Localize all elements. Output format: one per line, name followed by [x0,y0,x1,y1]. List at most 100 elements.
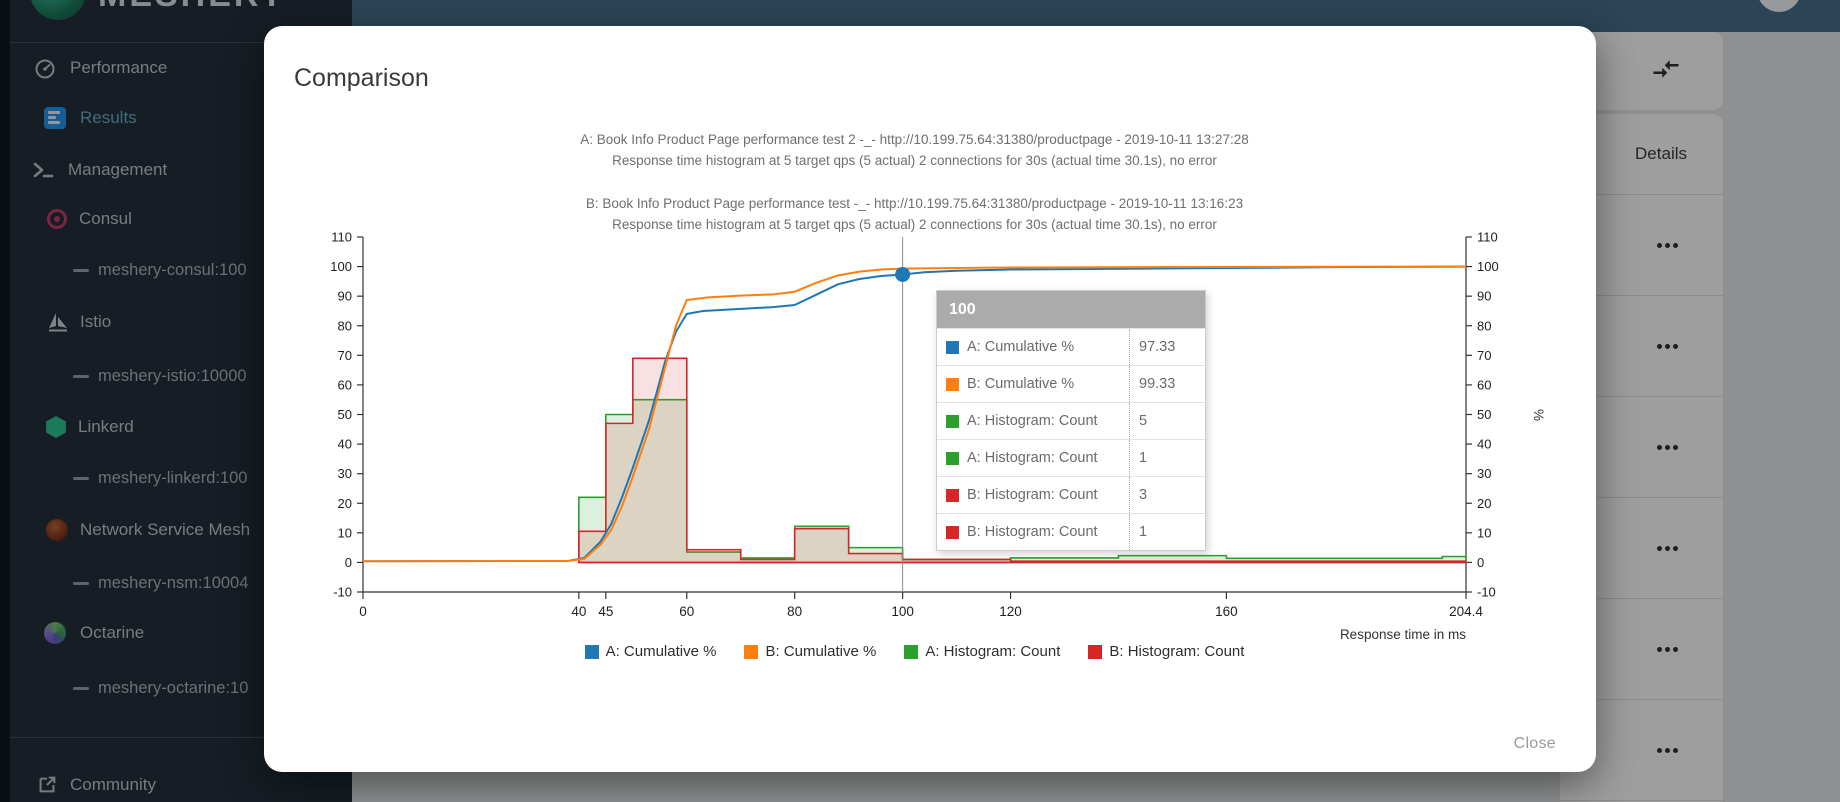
svg-text:80: 80 [338,318,352,333]
legend-item-1[interactable]: B: Cumulative % [744,643,876,660]
avatar[interactable] [1757,0,1801,12]
table-row [1560,195,1723,296]
svg-text:110: 110 [1477,230,1498,245]
svg-text:0: 0 [345,555,352,570]
close-button[interactable]: Close [1508,734,1562,754]
tooltip-row-label: B: Histogram: Count [967,487,1098,503]
sidebar-item-consul[interactable]: Consul [10,202,352,236]
more-options-icon[interactable] [1657,242,1678,248]
table-row [1560,397,1723,498]
table-row [1560,599,1723,700]
svg-text:100: 100 [891,604,914,619]
sidebar-item-management[interactable]: Management [10,153,352,187]
legend-item-2[interactable]: A: Histogram: Count [904,643,1060,660]
comparison-modal: Comparison A: Book Info Product Page per… [264,26,1596,772]
more-options-icon[interactable] [1657,747,1678,753]
left-edge-strip [0,0,10,802]
legend-item-0[interactable]: A: Cumulative % [584,643,716,660]
tooltip-row-label: B: Histogram: Count [967,524,1098,540]
terminal-icon [30,157,56,183]
sidebar-item-label: meshery-linkerd:100 [98,468,248,487]
istio-sail-icon [46,309,72,335]
sidebar-item-label: Consul [79,209,132,228]
svg-text:80: 80 [787,604,802,619]
comparison-chart[interactable]: -10 -10 0 0 10 10 20 20 30 30 40 40 50 50 60 60 70 70 80 80… [296,225,1556,685]
tooltip-row-label: A: Histogram: Count [967,413,1098,429]
octarine-icon [42,620,68,646]
dash-icon [68,465,94,491]
svg-text:-10: -10 [333,585,352,600]
tooltip-row-value: 99.33 [1129,366,1205,402]
sidebar-item-meshery-linkerd[interactable]: meshery-linkerd:100 [10,461,352,495]
sidebar-item-community[interactable]: Community [10,768,352,802]
series-swatch [946,488,959,502]
sidebar-item-label: Octarine [80,623,145,642]
svg-text:80: 80 [1477,318,1491,333]
svg-text:20: 20 [1477,496,1491,511]
sidebar-item-results[interactable]: Results [10,101,352,135]
tooltip-row: A: Histogram: Count 5 [937,402,1205,439]
sidebar-item-meshery-istio[interactable]: meshery-istio:10000 [10,359,352,393]
svg-text:204.4: 204.4 [1449,604,1483,619]
svg-text:60: 60 [679,604,694,619]
tooltip-row-label: A: Cumulative % [967,339,1075,355]
svg-text:160: 160 [1215,604,1238,619]
svg-text:50: 50 [338,407,352,422]
legend-label: B: Histogram: Count [1109,643,1245,660]
series-swatch [946,377,959,391]
more-options-icon[interactable] [1657,444,1678,450]
tooltip-row: B: Histogram: Count 3 [937,476,1205,513]
tooltip-header: 100 [937,291,1205,328]
tooltip-row: A: Histogram: Count 1 [937,439,1205,476]
sidebar-item-meshery-octarine[interactable]: meshery-octarine:10 [10,671,352,705]
sidebar-item-meshery-consul[interactable]: meshery-consul:100 [10,253,352,287]
more-options-icon[interactable] [1657,545,1678,551]
svg-text:50: 50 [1477,407,1491,422]
svg-text:90: 90 [1477,289,1491,304]
chart-subtitle-a: Response time histogram at 5 target qps … [612,153,1217,168]
table-row [1560,498,1723,599]
chart-title-b: B: Book Info Product Page performance te… [585,196,1244,211]
svg-text:30: 30 [338,466,352,481]
svg-text:70: 70 [338,348,352,363]
sidebar-item-label: meshery-octarine:10 [98,678,249,697]
dash-icon [68,257,94,283]
sidebar-divider [10,42,352,43]
tooltip-row-label: B: Cumulative % [967,376,1075,392]
chart-legend: A: Cumulative % B: Cumulative % A: Histogr… [363,643,1466,660]
sidebar-item-label: Community [70,775,156,794]
sidebar-item-label: Linkerd [78,417,134,436]
chart-tooltip: 100 A: Cumulative % 97.33 B: Cumulative … [936,290,1206,551]
dash-icon [68,363,94,389]
legend-swatch [1088,644,1103,659]
svg-text:10: 10 [338,525,352,540]
more-options-icon[interactable] [1657,343,1678,349]
sidebar-item-meshery-nsm[interactable]: meshery-nsm:10004 [10,566,352,600]
svg-text:60: 60 [338,377,352,392]
svg-text:-10: -10 [1477,585,1496,600]
tooltip-row-label: A: Histogram: Count [967,450,1098,466]
table-row [1560,296,1723,397]
dash-icon [68,675,94,701]
tooltip-row: B: Histogram: Count 1 [937,513,1205,550]
svg-text:110: 110 [331,230,352,245]
legend-item-3[interactable]: B: Histogram: Count [1088,643,1244,660]
tooltip-row-value: 5 [1129,403,1205,439]
more-options-icon[interactable] [1657,646,1678,652]
table-row [1560,700,1723,801]
svg-text:70: 70 [1477,348,1491,363]
chart-subtitle-b: Response time histogram at 5 target qps … [612,217,1217,232]
compare-arrows-icon[interactable] [1651,54,1681,89]
sidebar-item-performance[interactable]: Performance [10,51,352,85]
sidebar-item-label: Results [80,108,137,127]
meshery-logo-text: MESHERY [98,0,286,15]
sidebar-item-linkerd[interactable]: Linkerd [10,410,352,444]
series-swatch [946,414,959,428]
sidebar-item-octarine[interactable]: Octarine [10,616,352,650]
sidebar-item-label: meshery-nsm:10004 [98,573,249,592]
svg-text:60: 60 [1477,377,1491,392]
sidebar-item-istio[interactable]: Istio [10,305,352,339]
meshery-logo-icon[interactable] [30,0,86,20]
svg-text:40: 40 [571,604,586,619]
sidebar-item-network-service-mesh[interactable]: Network Service Mesh [10,513,352,547]
